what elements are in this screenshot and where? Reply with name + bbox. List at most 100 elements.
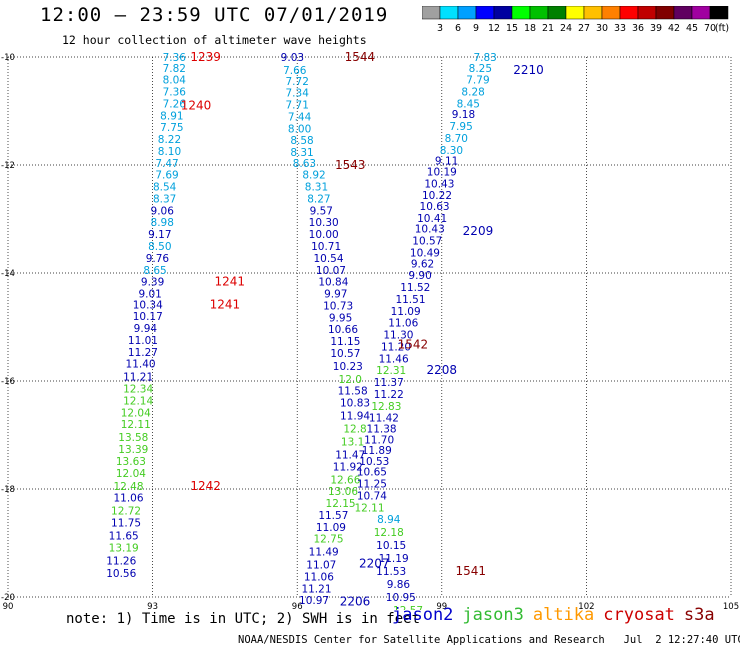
wave-height-point: 10.23	[333, 361, 363, 373]
legend-item-altika: altika	[532, 605, 595, 625]
x-tick-label: 99	[436, 602, 447, 610]
wave-height-point: 11.51	[395, 294, 425, 306]
wave-height-point: 13.06	[328, 486, 358, 498]
color-swatch	[709, 6, 729, 20]
wave-height-point: 11.06	[388, 318, 418, 330]
color-scale-label: 27	[578, 23, 590, 34]
wave-height-point: 11.09	[391, 306, 421, 318]
pass-number-label: 1240	[181, 99, 212, 113]
color-scale-label: 9	[473, 23, 479, 34]
pass-number-label: 1542	[398, 337, 429, 351]
wave-height-point: 12.04	[121, 407, 151, 419]
pass-number-label: 1241	[214, 275, 245, 289]
x-tick-label: 102	[578, 602, 594, 610]
wave-height-point: 11.22	[374, 389, 404, 401]
wave-height-point: 9.95	[329, 312, 352, 324]
pass-number-label: 1239	[190, 50, 221, 64]
wave-height-point: 8.45	[457, 98, 480, 110]
wave-height-point: 8.00	[288, 123, 311, 135]
wave-height-point: 11.75	[111, 517, 141, 529]
wave-height-point: 10.00	[309, 229, 339, 241]
wave-height-point: 8.58	[290, 135, 313, 147]
wave-height-point: 10.54	[313, 253, 343, 265]
wave-height-point: 11.19	[379, 553, 409, 565]
wave-height-point: 7.34	[286, 88, 310, 100]
wave-height-point: 10.53	[359, 456, 389, 468]
wave-height-point: 7.69	[155, 170, 178, 182]
wave-height-point: 10.57	[330, 348, 360, 360]
wave-height-point: 7.72	[286, 76, 309, 88]
chart-subtitle: 12 hour collection of altimeter wave hei…	[62, 33, 367, 47]
wave-height-point: 10.19	[427, 166, 457, 178]
wave-height-point: 13.63	[116, 456, 146, 468]
wave-height-point: 10.84	[318, 277, 348, 289]
pass-number-label: 1543	[335, 158, 366, 172]
wave-height-point: 12.15	[326, 498, 356, 510]
wave-height-point: 11.20	[381, 341, 411, 353]
wave-height-point: 13.39	[118, 444, 148, 456]
wave-height-point: 8.98	[151, 217, 174, 229]
wave-height-point: 7.83	[473, 52, 496, 64]
wave-height-point: 11.52	[400, 282, 430, 294]
color-scale-label: 70	[704, 23, 716, 34]
wave-height-point: 12.83	[371, 401, 401, 413]
wave-height-point: 11.26	[106, 555, 136, 567]
wave-height-point: 8.70	[445, 133, 468, 145]
pass-number-label: 2208	[427, 363, 458, 377]
x-tick-label: 105	[723, 602, 739, 610]
wave-height-point: 8.27	[307, 193, 330, 205]
wave-height-point: 9.86	[387, 579, 411, 591]
wave-height-point: 7.66	[283, 65, 307, 77]
wave-height-point: 8.63	[293, 158, 316, 170]
credit-line: NOAA/NESDIS Center for Satellite Applica…	[238, 634, 740, 646]
legend-item-jason2: jason2	[392, 605, 454, 625]
wave-height-point: 10.74	[357, 490, 387, 502]
wave-height-point: 10.43	[415, 224, 445, 236]
wave-height-point: 11.89	[362, 445, 392, 457]
wave-height-point: 10.43	[424, 178, 454, 190]
wave-height-point: 12.18	[374, 527, 404, 539]
wave-height-point: 11.49	[309, 547, 339, 559]
wave-height-point: 11.01	[128, 335, 158, 347]
color-scale-label: 30	[596, 23, 608, 34]
wave-height-point: 8.28	[461, 87, 484, 99]
wave-height-point: 9.90	[408, 270, 431, 282]
wave-height-point: 11.42	[369, 413, 399, 425]
wave-height-point: 12.31	[376, 365, 406, 377]
wave-height-point: 9.62	[411, 258, 434, 270]
wave-height-point: 11.21	[123, 372, 153, 384]
wave-height-point: 12.11	[354, 502, 384, 514]
wave-height-point: 10.15	[376, 540, 406, 552]
wave-height-point: 10.22	[422, 190, 452, 202]
wave-height-point: 8.31	[290, 147, 313, 159]
x-tick-label: 93	[147, 602, 158, 610]
wave-height-point: 10.83	[340, 398, 370, 410]
wave-height-point: 8.25	[469, 63, 492, 75]
wave-height-point: 10.57	[412, 236, 442, 248]
wave-height-point: 11.07	[306, 560, 336, 572]
wave-height-point: 11.58	[338, 386, 368, 398]
wave-height-point: 8.94	[377, 514, 401, 526]
wave-height-point: 10.66	[328, 324, 358, 336]
wave-height-point: 7.26	[163, 98, 187, 110]
wave-height-point: 7.95	[449, 121, 472, 133]
color-scale-label: 12	[488, 23, 500, 34]
wave-height-point: 11.06	[113, 493, 143, 505]
wave-height-point: 10.71	[311, 241, 341, 253]
wave-height-point: 10.63	[420, 201, 450, 213]
wave-height-point: 7.47	[155, 158, 178, 170]
legend-item-cryosat: cryosat	[603, 605, 675, 625]
y-tick-label: -20	[1, 593, 15, 603]
wave-height-point: 10.56	[106, 568, 136, 580]
wave-height-point: 10.97	[299, 595, 329, 607]
wave-height-point: 10.30	[309, 217, 339, 229]
color-scale-label: 6	[455, 23, 461, 34]
color-scale-label: 45	[686, 23, 698, 34]
wave-height-point: 12.11	[121, 419, 151, 431]
wave-height-point: 12.0	[339, 374, 362, 386]
wave-height-point: 11.21	[301, 583, 331, 595]
wave-height-point: 11.40	[126, 359, 156, 371]
wave-height-point: 11.47	[335, 449, 365, 461]
wave-height-point: 10.73	[323, 300, 353, 312]
